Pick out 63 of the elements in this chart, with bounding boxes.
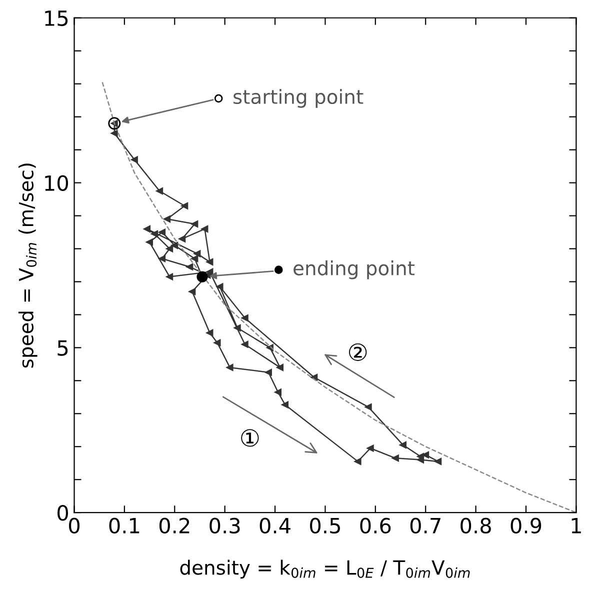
point [392, 454, 399, 462]
y-tick-label: 0 [58, 505, 68, 521]
point [166, 273, 174, 280]
y-axis-title: speed = V$_{0im}$ (m/sec) [18, 164, 38, 368]
point [310, 374, 318, 381]
point [186, 263, 194, 270]
point [241, 314, 248, 322]
point [364, 404, 372, 410]
point [191, 255, 198, 262]
x-tick-label: 0.5 [310, 518, 340, 534]
x-axis-title: density = k$_{0im}$ = L$_{0E}$ / T$_{0im}$V$_{0im}$ [180, 560, 470, 579]
annotation: ① [241, 429, 259, 447]
point [417, 453, 424, 460]
point [434, 458, 442, 465]
point [206, 329, 214, 336]
x-tick-label: 0.4 [260, 518, 290, 534]
point [188, 288, 196, 296]
point [216, 283, 224, 290]
point [146, 238, 154, 246]
x-tick-label: 0 [68, 518, 80, 534]
y-tick-label: 10 [45, 175, 68, 191]
x-tick-label: 1 [572, 518, 581, 534]
point [158, 228, 166, 236]
annotation: starting point [234, 89, 364, 108]
point [274, 388, 282, 396]
point [234, 324, 241, 332]
point [151, 230, 158, 238]
point [201, 225, 208, 232]
point [110, 130, 118, 137]
point [131, 156, 138, 164]
x-tick-label: 0.6 [360, 518, 391, 534]
point [206, 268, 214, 276]
point [226, 364, 234, 371]
y-tick-label: 15 [45, 10, 68, 26]
annotation: ending point [294, 260, 415, 280]
point [194, 250, 201, 258]
point [265, 368, 272, 376]
point [166, 245, 174, 252]
point [214, 339, 221, 346]
point [241, 340, 248, 348]
point [282, 401, 289, 408]
x-tick-label: 0.7 [410, 518, 440, 534]
point [191, 220, 198, 228]
point [181, 202, 188, 210]
point [178, 235, 186, 242]
point [354, 458, 362, 465]
x-tick-label: 0.3 [210, 518, 240, 534]
x-tick-label: 0.1 [109, 518, 140, 534]
point [400, 441, 406, 448]
annotation: ② [349, 343, 367, 362]
point [206, 258, 214, 266]
x-tick-label: 0.2 [159, 518, 190, 534]
point [164, 216, 171, 223]
x-tick-label: 0.9 [510, 518, 542, 534]
y-tick-label: 5 [58, 340, 68, 356]
point [156, 188, 164, 194]
point [158, 255, 166, 262]
line-series [102, 82, 576, 513]
point [171, 242, 178, 249]
x-tick-label: 0.8 [460, 518, 491, 534]
point [276, 364, 284, 371]
point [144, 225, 150, 232]
point [366, 444, 374, 452]
